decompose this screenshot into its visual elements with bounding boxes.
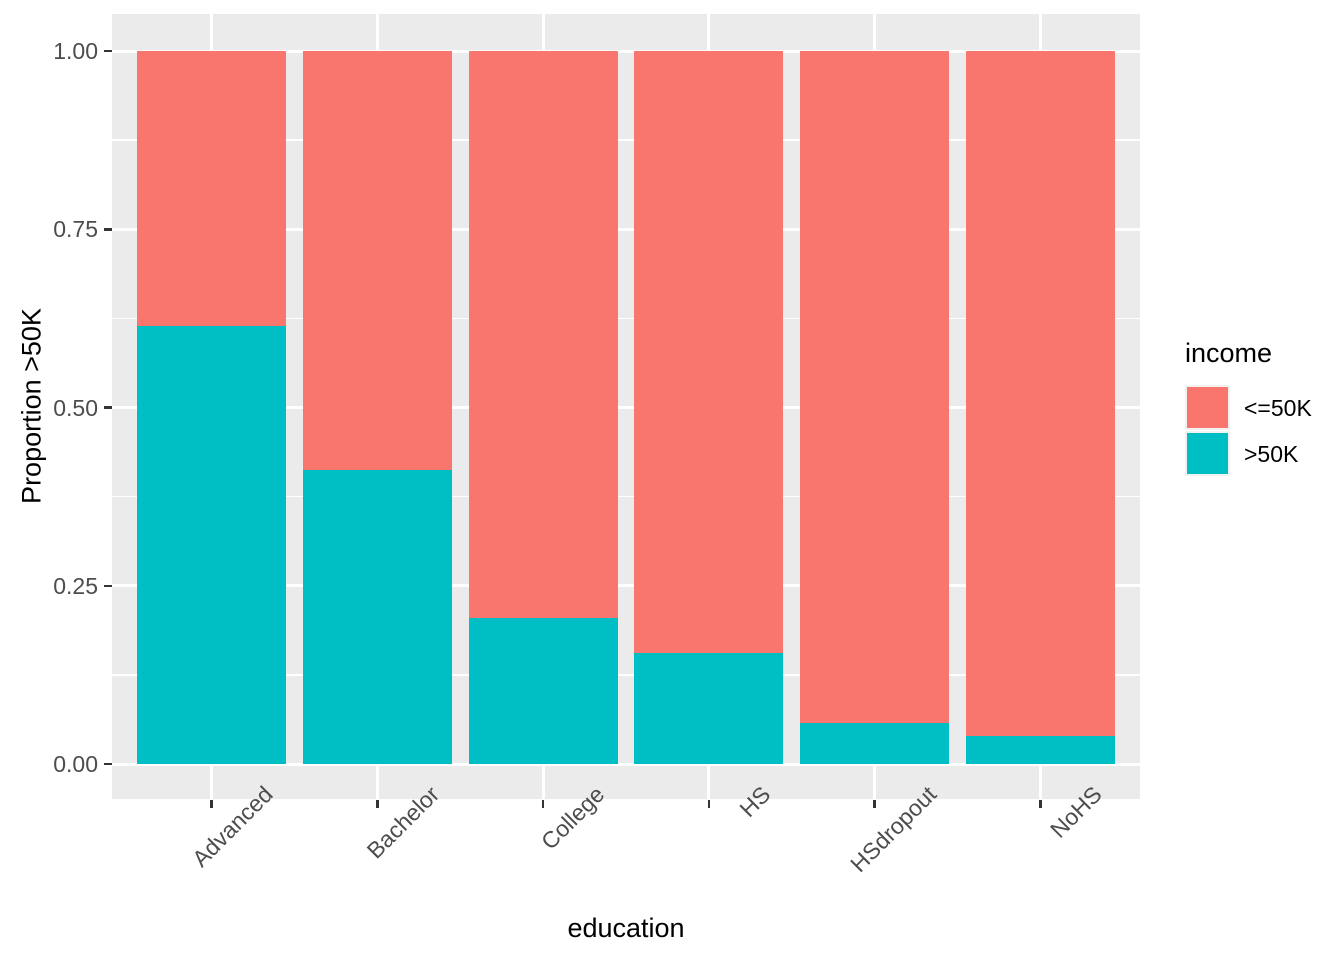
x-axis-title: education bbox=[567, 913, 685, 943]
bar-segment-college-gt50k bbox=[468, 617, 618, 764]
y-tick bbox=[104, 406, 112, 409]
y-gridline-major bbox=[112, 584, 1140, 588]
legend-entry: >50K bbox=[1185, 431, 1312, 477]
y-gridline-major bbox=[112, 227, 1140, 231]
x-tick bbox=[376, 800, 379, 808]
x-tick bbox=[707, 800, 711, 808]
y-tick bbox=[104, 49, 112, 53]
bar-segment-bachelor-le50k bbox=[302, 51, 452, 470]
y-tick-label: 1.00 bbox=[53, 38, 98, 64]
y-tick-label: 0.00 bbox=[53, 751, 98, 777]
y-tick-label: 0.25 bbox=[53, 572, 98, 599]
legend-swatch-gt50k bbox=[1187, 433, 1228, 474]
x-tick bbox=[541, 800, 545, 808]
y-tick bbox=[104, 228, 112, 231]
bar-segment-hsdropout-le50k bbox=[800, 51, 950, 724]
y-tick-label: 0.75 bbox=[53, 216, 98, 243]
bar-segment-nohs-le50k bbox=[966, 51, 1116, 737]
x-tick bbox=[210, 800, 213, 808]
y-tick-label: 0.50 bbox=[53, 394, 98, 421]
legend-key bbox=[1185, 385, 1230, 430]
x-tick bbox=[1039, 800, 1042, 808]
y-gridline-major bbox=[112, 49, 1140, 53]
bar-segment-bachelor-gt50k bbox=[302, 469, 452, 764]
y-tick bbox=[104, 584, 112, 587]
legend-swatch-le50k bbox=[1187, 387, 1228, 428]
bar-segment-advanced-gt50k bbox=[136, 325, 286, 764]
y-gridline-minor bbox=[112, 317, 1140, 320]
bar-segment-college-le50k bbox=[468, 51, 618, 618]
bar-segment-hs-gt50k bbox=[634, 652, 784, 764]
bar-segment-hsdropout-gt50k bbox=[800, 723, 950, 764]
y-gridline-minor bbox=[112, 495, 1140, 498]
y-gridline-minor bbox=[112, 139, 1140, 141]
legend-label: >50K bbox=[1244, 440, 1299, 467]
legend-title: income bbox=[1185, 338, 1273, 368]
y-gridline-major bbox=[112, 406, 1140, 409]
y-axis-title: Proportion >50K bbox=[16, 308, 47, 504]
legend-label: <=50K bbox=[1244, 394, 1312, 421]
legend-key bbox=[1185, 431, 1230, 476]
plot-panel bbox=[112, 14, 1140, 799]
legend-entry: <=50K bbox=[1185, 385, 1312, 431]
bar-segment-advanced-le50k bbox=[136, 51, 286, 326]
bar-segment-nohs-gt50k bbox=[966, 736, 1116, 764]
x-tick bbox=[873, 800, 876, 808]
bar-segment-hs-le50k bbox=[634, 51, 784, 653]
y-gridline-major bbox=[112, 762, 1140, 766]
y-tick bbox=[104, 762, 112, 766]
y-gridline-minor bbox=[112, 674, 1140, 676]
legend: income <=50K >50K bbox=[1185, 338, 1312, 477]
